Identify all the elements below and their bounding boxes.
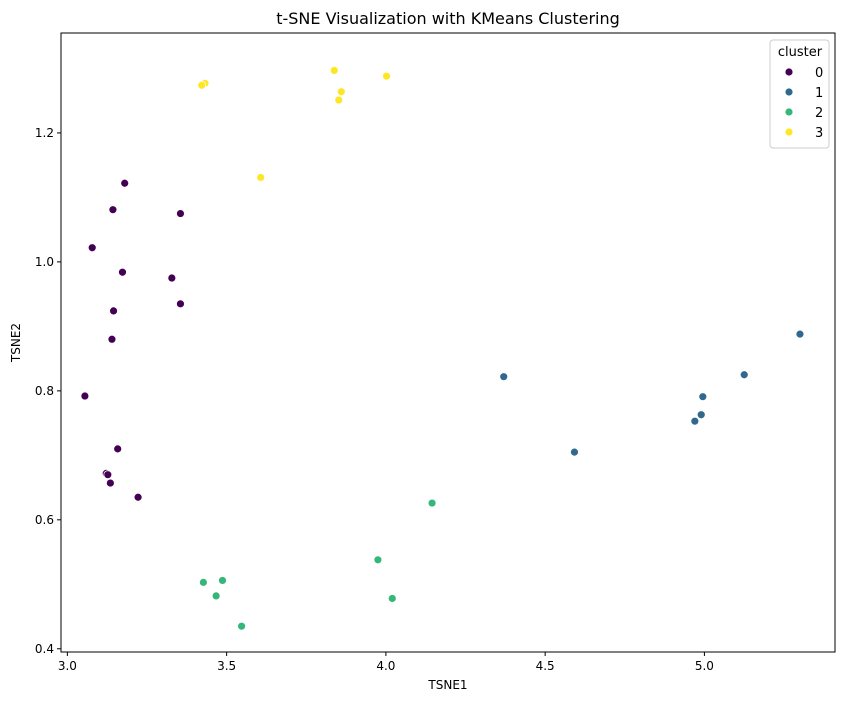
data-point-cluster-2	[373, 555, 383, 565]
x-axis: 3.0 3.5 4.0 4.5 5.0	[58, 652, 714, 673]
data-point-cluster-3	[382, 71, 391, 81]
data-point-cluster-1	[696, 410, 706, 420]
data-point-cluster-0	[113, 444, 123, 454]
data-point-cluster-2	[198, 577, 208, 587]
legend-marker-cluster-2	[784, 107, 794, 117]
chart-title: t-SNE Visualization with KMeans Clusteri…	[276, 9, 620, 28]
legend-label-cluster-0: 0	[815, 66, 823, 81]
data-point-cluster-1	[698, 392, 708, 402]
data-point-cluster-0	[107, 334, 117, 344]
data-point-cluster-0	[133, 492, 143, 502]
legend-marker-cluster-3	[784, 127, 794, 137]
data-points	[80, 65, 805, 631]
legend-title: cluster	[778, 45, 823, 60]
x-tick-label: 5.0	[695, 659, 714, 673]
data-point-cluster-0	[80, 391, 90, 401]
y-tick-label: 0.4	[35, 642, 54, 656]
data-point-cluster-0	[176, 299, 185, 309]
data-point-cluster-2	[218, 576, 227, 585]
data-point-cluster-1	[739, 370, 749, 380]
legend-box	[769, 39, 830, 149]
y-axis: 0.4 0.6 0.8 1.0 1.2	[35, 126, 61, 656]
x-axis-label: TSNE1	[427, 678, 467, 692]
data-point-cluster-3	[334, 95, 344, 105]
x-tick-label: 4.0	[376, 659, 395, 673]
data-point-cluster-2	[387, 594, 397, 603]
data-point-cluster-2	[211, 591, 221, 601]
y-tick-label: 1.0	[35, 255, 54, 269]
data-point-cluster-0	[120, 178, 130, 188]
data-point-cluster-3	[197, 80, 207, 90]
x-tick-label: 3.0	[58, 659, 77, 673]
y-tick-label: 0.8	[35, 384, 54, 398]
legend: cluster 0 1 2 3	[769, 39, 830, 149]
data-point-cluster-3	[329, 65, 339, 75]
data-point-cluster-2	[237, 621, 247, 631]
data-point-cluster-3	[256, 173, 266, 182]
data-point-cluster-1	[570, 447, 579, 457]
data-point-cluster-0	[118, 267, 127, 277]
data-point-cluster-0	[109, 306, 118, 316]
legend-label-cluster-3: 3	[815, 126, 823, 141]
x-tick-label: 3.5	[217, 659, 236, 673]
data-point-cluster-0	[87, 243, 97, 253]
data-point-cluster-2	[427, 498, 437, 508]
x-tick-label: 4.5	[536, 659, 555, 673]
legend-marker-cluster-0	[784, 67, 794, 77]
data-point-cluster-0	[176, 209, 185, 218]
data-point-cluster-0	[167, 273, 177, 283]
data-point-cluster-0	[103, 470, 113, 480]
legend-label-cluster-2: 2	[815, 106, 823, 121]
data-point-cluster-1	[499, 372, 509, 382]
data-point-cluster-0	[105, 478, 115, 488]
legend-label-cluster-1: 1	[815, 86, 823, 101]
data-point-cluster-1	[690, 416, 700, 426]
data-point-cluster-3	[336, 87, 346, 97]
y-tick-label: 1.2	[35, 126, 54, 140]
y-axis-label: TSNE2	[9, 323, 23, 363]
data-point-cluster-1	[795, 329, 805, 339]
y-tick-label: 0.6	[35, 513, 54, 527]
data-point-cluster-0	[108, 205, 118, 215]
plot-area	[60, 32, 836, 653]
legend-marker-cluster-1	[784, 87, 794, 97]
